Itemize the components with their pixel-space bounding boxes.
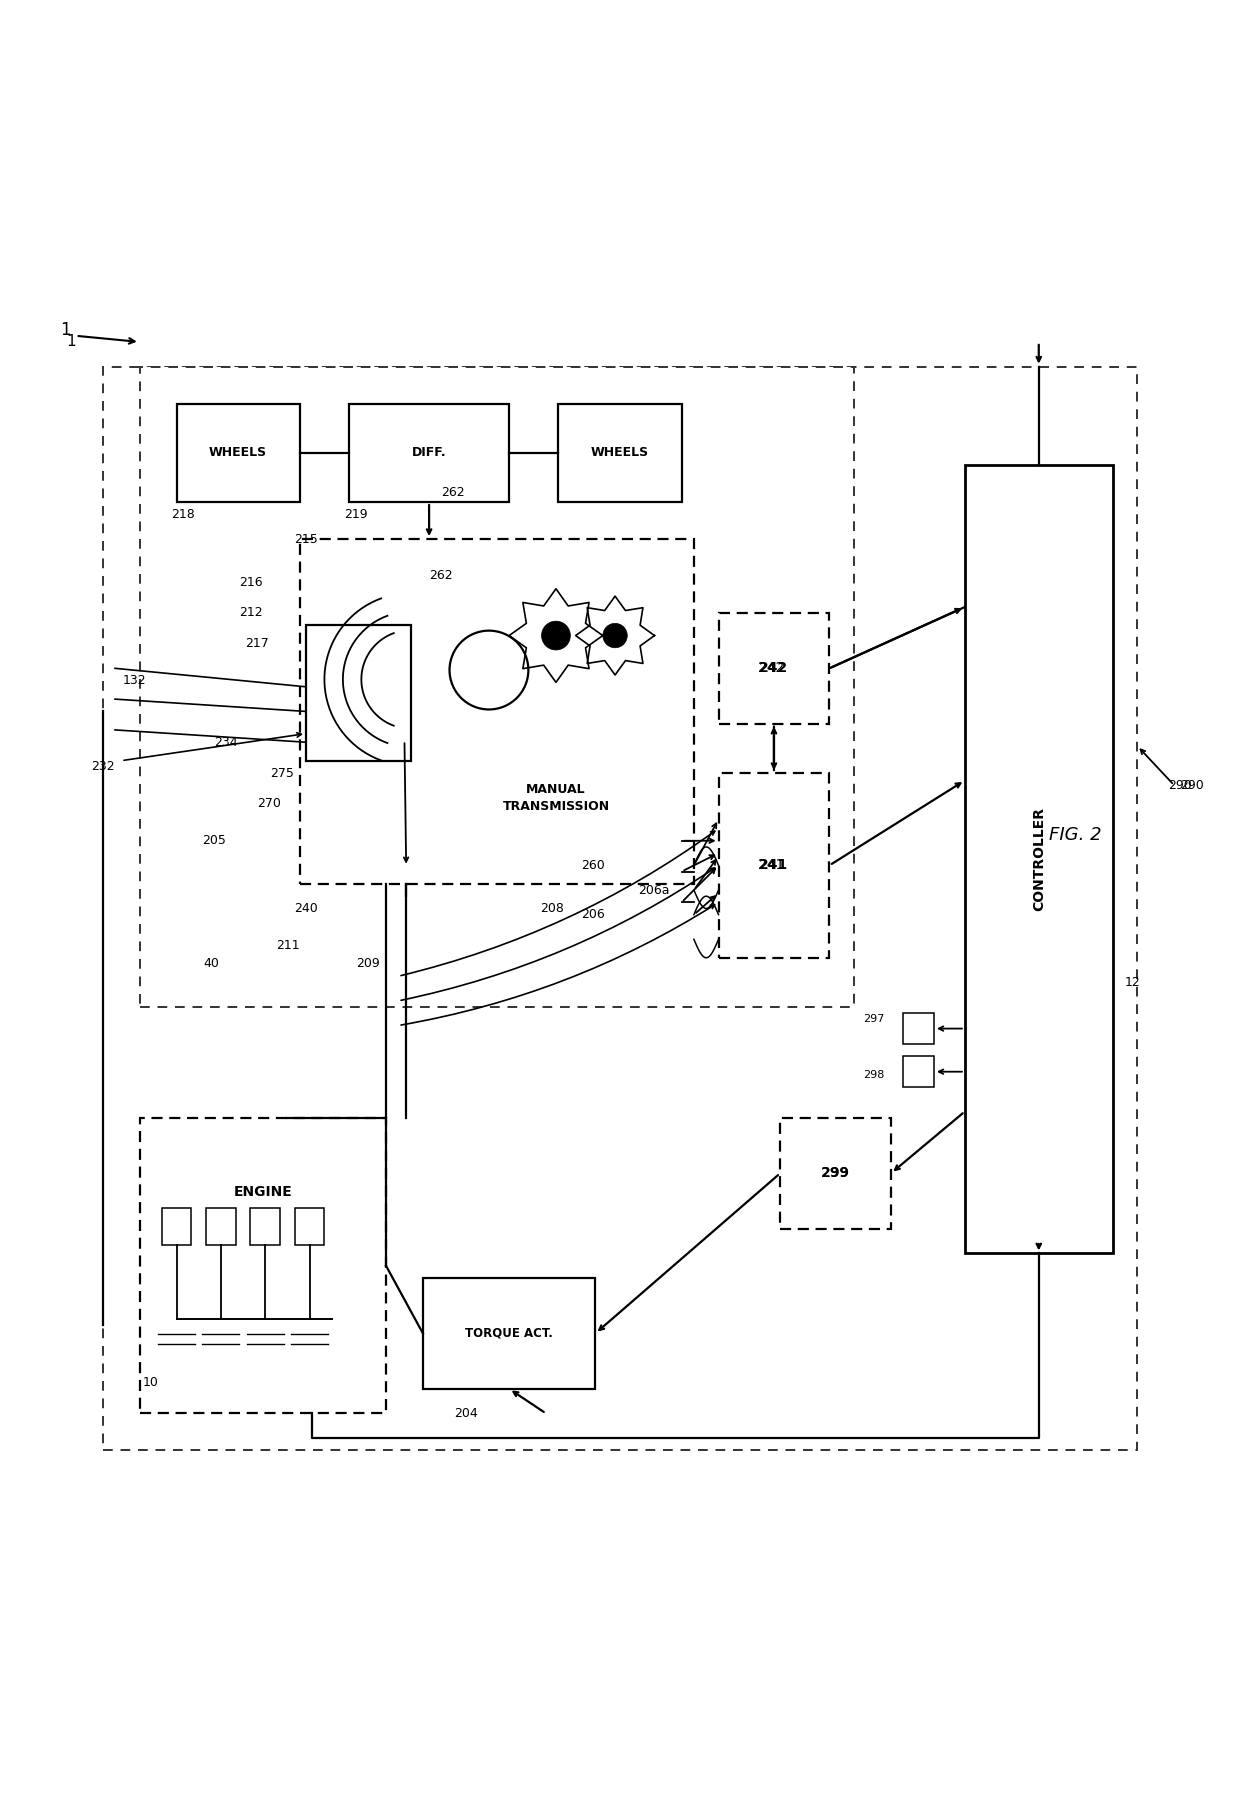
Text: 211: 211 <box>277 939 300 952</box>
Text: 132: 132 <box>123 674 146 687</box>
Text: 275: 275 <box>270 767 294 779</box>
Bar <box>965 465 1112 1254</box>
Text: 290: 290 <box>1168 779 1192 792</box>
Bar <box>423 1277 595 1388</box>
Text: 232: 232 <box>92 760 115 774</box>
Text: WHEELS: WHEELS <box>210 447 268 460</box>
Text: WHEELS: WHEELS <box>591 447 649 460</box>
Text: 242: 242 <box>759 661 789 676</box>
Text: 290: 290 <box>1180 779 1204 792</box>
Text: ENGINE: ENGINE <box>233 1185 293 1199</box>
Text: 204: 204 <box>455 1406 479 1419</box>
Text: 262: 262 <box>429 569 453 583</box>
Bar <box>103 367 1137 1450</box>
Bar <box>161 1208 191 1245</box>
Text: 209: 209 <box>356 958 379 970</box>
Bar <box>300 540 694 883</box>
Text: 212: 212 <box>239 607 263 620</box>
Bar <box>903 1014 934 1045</box>
Text: MANUAL
TRANSMISSION: MANUAL TRANSMISSION <box>502 783 610 812</box>
Text: 218: 218 <box>171 509 195 521</box>
Text: 1: 1 <box>66 334 76 349</box>
Text: 205: 205 <box>202 834 226 847</box>
Text: 12: 12 <box>1125 976 1141 988</box>
Bar <box>558 403 682 501</box>
Text: FIG. 2: FIG. 2 <box>1049 825 1102 843</box>
Bar <box>348 403 510 501</box>
Text: 206: 206 <box>582 908 605 921</box>
Bar <box>206 1208 236 1245</box>
Text: 241: 241 <box>759 858 789 872</box>
Text: 206a: 206a <box>639 883 670 896</box>
Text: 299: 299 <box>821 1167 851 1181</box>
Text: TORQUE ACT.: TORQUE ACT. <box>465 1326 553 1339</box>
Bar <box>306 625 410 761</box>
Text: 260: 260 <box>582 859 605 872</box>
Text: 299: 299 <box>822 1167 849 1181</box>
Text: 10: 10 <box>143 1375 159 1390</box>
Text: 40: 40 <box>203 958 219 970</box>
Bar <box>140 1117 386 1414</box>
Circle shape <box>542 621 570 650</box>
Bar <box>295 1208 325 1245</box>
Text: 262: 262 <box>441 485 465 500</box>
Text: 298: 298 <box>863 1070 885 1079</box>
Text: 241: 241 <box>758 858 784 872</box>
Text: 297: 297 <box>863 1014 885 1025</box>
Circle shape <box>603 623 627 647</box>
Bar <box>176 403 300 501</box>
Text: 208: 208 <box>539 901 564 916</box>
Bar <box>903 1056 934 1087</box>
Text: CONTROLLER: CONTROLLER <box>1032 807 1045 912</box>
Text: 234: 234 <box>215 736 238 749</box>
Text: 1: 1 <box>61 320 71 338</box>
Bar <box>780 1117 892 1228</box>
Text: 219: 219 <box>343 509 367 521</box>
Text: 270: 270 <box>258 798 281 810</box>
Text: 215: 215 <box>294 532 319 545</box>
Text: DIFF.: DIFF. <box>412 447 446 460</box>
Bar <box>140 367 854 1007</box>
Text: 216: 216 <box>239 576 263 589</box>
Bar <box>718 772 830 958</box>
Bar <box>250 1208 280 1245</box>
Text: 217: 217 <box>246 638 269 650</box>
Text: 242: 242 <box>758 661 784 676</box>
Text: 240: 240 <box>294 901 319 916</box>
Bar <box>718 612 830 723</box>
